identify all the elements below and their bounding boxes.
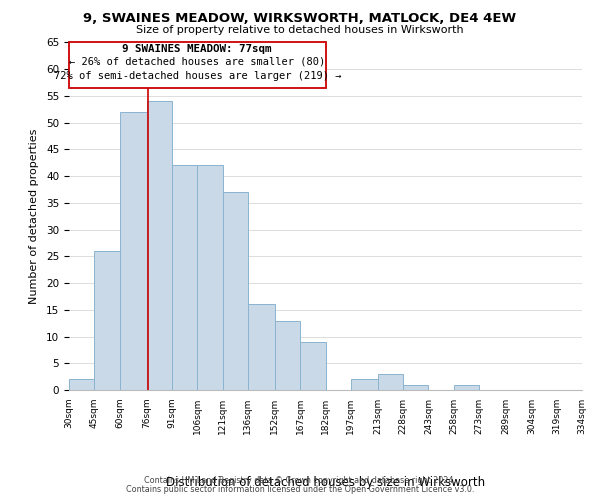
Bar (351, 380, 378, 390)
Text: 9, SWAINES MEADOW, WIRKSWORTH, MATLOCK, DE4 4EW: 9, SWAINES MEADOW, WIRKSWORTH, MATLOCK, … (83, 12, 517, 26)
Bar (197, 166, 223, 390)
Bar (275, 320, 300, 390)
Bar (119, 112, 146, 390)
Bar (403, 384, 428, 390)
Bar (454, 384, 479, 390)
Bar (69, 380, 94, 390)
Bar (94, 251, 119, 390)
Bar (378, 374, 403, 390)
Bar (300, 342, 325, 390)
Y-axis label: Number of detached properties: Number of detached properties (29, 128, 39, 304)
Text: Contains HM Land Registry data © Crown copyright and database right 2024.: Contains HM Land Registry data © Crown c… (144, 476, 456, 485)
Text: 9 SWAINES MEADOW: 77sqm: 9 SWAINES MEADOW: 77sqm (122, 44, 272, 54)
Text: Size of property relative to detached houses in Wirksworth: Size of property relative to detached ho… (136, 25, 464, 35)
X-axis label: Distribution of detached houses by size in Wirksworth: Distribution of detached houses by size … (166, 476, 485, 488)
Bar (146, 102, 172, 390)
Bar (248, 304, 275, 390)
Text: ← 26% of detached houses are smaller (80): ← 26% of detached houses are smaller (80… (69, 56, 325, 66)
Bar (172, 166, 197, 390)
Text: 72% of semi-detached houses are larger (219) →: 72% of semi-detached houses are larger (… (53, 70, 341, 81)
Bar (223, 192, 248, 390)
Text: Contains public sector information licensed under the Open Government Licence v3: Contains public sector information licen… (126, 485, 474, 494)
FancyBboxPatch shape (69, 42, 325, 88)
